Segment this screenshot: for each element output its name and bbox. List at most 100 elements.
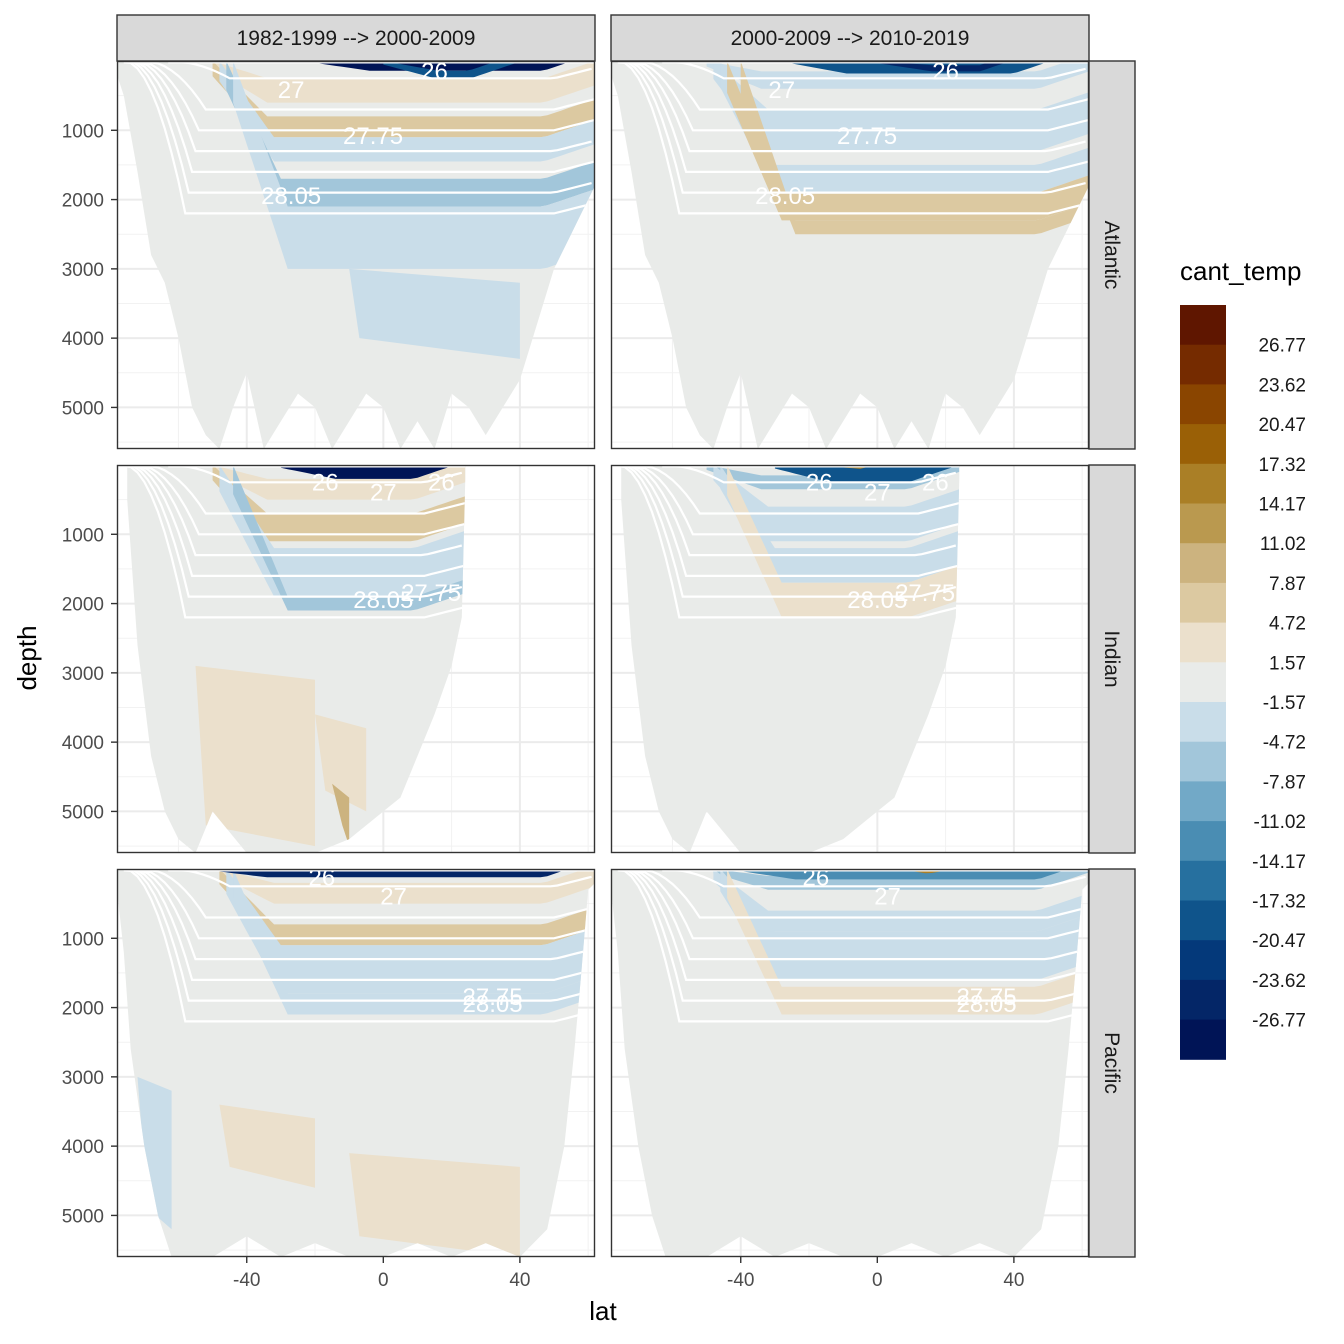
anomaly-band [332, 783, 350, 847]
isopycnal-label: 28.05 [755, 183, 815, 210]
x-tick-label: -40 [727, 1270, 754, 1291]
anomaly-band [727, 465, 960, 618]
isopycnal-line [130, 61, 595, 173]
legend-swatch [1180, 662, 1226, 703]
anomaly-band [226, 869, 595, 994]
isopycnal-label: 28.05 [463, 991, 523, 1018]
anomaly-band [740, 869, 1089, 880]
row-strip-indian: Indian [1088, 464, 1136, 854]
isopycnal-line [617, 869, 1089, 1023]
anomaly-band [349, 1153, 520, 1257]
isopycnal-line [134, 869, 592, 961]
column-strip-2: 2000-2009 --> 2010-2019 [610, 14, 1090, 62]
anomaly-band [233, 465, 466, 611]
isopycnal-line [123, 869, 595, 1023]
anomaly-band [315, 714, 367, 812]
anomaly-band [383, 61, 520, 79]
isopycnal-line [624, 869, 1089, 981]
isopycnal-label: 27 [874, 884, 901, 911]
legend-swatch [1180, 821, 1226, 862]
legend-swatch [1180, 940, 1226, 981]
anomaly-band [233, 61, 595, 269]
anomaly-band [212, 61, 595, 103]
x-tick-label: 0 [872, 1270, 883, 1291]
legend-swatch [1180, 582, 1226, 624]
legend-swatch [1180, 979, 1226, 1021]
legend-break-label: 7.87 [1269, 574, 1306, 595]
legend-break-label: -4.72 [1263, 733, 1306, 754]
legend-break-label: -7.87 [1263, 772, 1306, 793]
isopycnal-line [127, 61, 592, 194]
isopycnal-line [134, 465, 463, 557]
isopycnal-label: 26 [428, 469, 455, 496]
isopycnal-label: 26 [312, 469, 339, 496]
isopycnal-label: 27.75 [837, 123, 897, 150]
legend-break-label: -17.32 [1252, 892, 1306, 913]
legend-break-label: 26.77 [1258, 336, 1306, 357]
panel-border [116, 464, 596, 854]
anomaly-band [219, 61, 595, 162]
anomaly-band [727, 61, 1089, 221]
row-strip-atlantic: Atlantic [1088, 60, 1136, 450]
y-tick-label: 4000 [62, 733, 104, 754]
isopycnal-label: 26 [803, 864, 830, 891]
x-tick-label: -40 [233, 1270, 260, 1291]
legend-swatch [1180, 503, 1226, 544]
isopycnal-line [134, 61, 592, 153]
isopycnal-label: 26 [309, 864, 336, 891]
isopycnal-line [130, 465, 466, 577]
isopycnal-line [130, 869, 595, 981]
isopycnal-line [628, 465, 957, 557]
isopycnal-line [144, 61, 595, 111]
legend-break-label: -1.57 [1263, 693, 1306, 714]
isopycnal-label: 28.05 [261, 183, 321, 210]
legend-swatch [1180, 622, 1226, 663]
isopycnal-label: 26 [421, 58, 448, 85]
y-tick-label: 1000 [62, 121, 104, 142]
strip-background [116, 14, 596, 62]
isopycnal-line [137, 465, 466, 536]
isopycnal-line [621, 465, 957, 598]
isopycnal-line [621, 61, 1086, 194]
legend-break-label: 1.57 [1269, 653, 1306, 674]
y-tick-label: 2000 [62, 999, 104, 1020]
anomaly-band [774, 465, 960, 483]
legend-break-label: 14.17 [1258, 495, 1306, 516]
isopycnal-line [628, 869, 1086, 961]
legend-break-label: 17.32 [1258, 455, 1306, 476]
strip-background [1088, 868, 1136, 1258]
anomaly-band [195, 665, 315, 847]
isopycnal-line [137, 869, 595, 940]
legend-break-label: -14.17 [1252, 852, 1306, 873]
legend-swatch [1180, 781, 1226, 822]
legend-swatch [1180, 384, 1226, 425]
isopycnal-label: 27 [380, 884, 407, 911]
legend-break-label: 4.72 [1269, 614, 1306, 635]
legend-swatch [1180, 860, 1226, 901]
legend-swatch [1180, 741, 1226, 782]
legend-break-label: -20.47 [1252, 931, 1306, 952]
anomaly-band [740, 61, 1089, 235]
legend-swatch [1180, 543, 1226, 584]
isopycnal-line [631, 61, 1089, 132]
isopycnal-line [617, 61, 1089, 215]
isopycnal-line [638, 465, 960, 515]
isopycnal-line [662, 465, 957, 484]
isopycnal-label: 27.75 [343, 123, 403, 150]
x-tick-label: 40 [509, 1270, 530, 1291]
strip-background [1088, 464, 1136, 854]
y-tick-label: 3000 [62, 1068, 104, 1089]
legend: cant_temp 26.77 23.62 20.47 17.32 14.17 11.02… [1180, 256, 1306, 1060]
ocean-section: 26 27 27.75 28.05 [117, 58, 595, 449]
y-tick-label: 2000 [62, 595, 104, 616]
row-strip-pacific: Pacific [1088, 868, 1136, 1258]
strip-label: Pacific [1100, 1032, 1123, 1094]
isopycnal-line [168, 465, 463, 484]
isopycnal-label: 28.05 [957, 991, 1017, 1018]
isopycnal-label: 26 [806, 469, 833, 496]
x-axes: -40 0 40 -40 0 40 [233, 1257, 1024, 1291]
y-tick-label: 4000 [62, 1137, 104, 1158]
anomaly-band [720, 869, 1089, 980]
